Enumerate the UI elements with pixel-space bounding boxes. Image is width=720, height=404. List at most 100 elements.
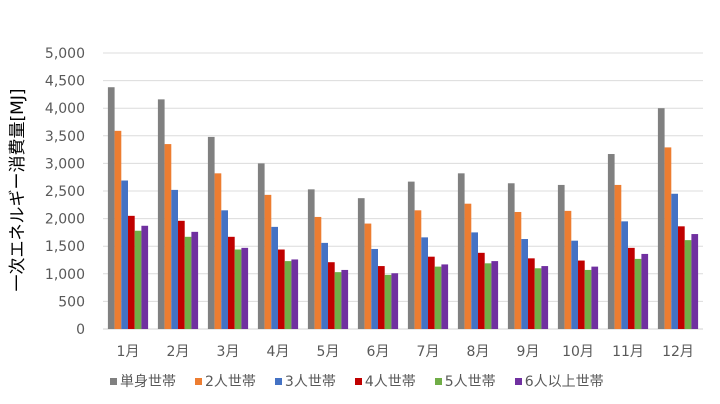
legend-swatch	[110, 377, 117, 385]
bar-1-10	[557, 184, 565, 329]
bar-1-6	[357, 198, 365, 329]
bar-3-9	[521, 239, 528, 329]
bar-3-5	[321, 242, 328, 329]
bar-1-9	[507, 183, 515, 329]
bar-2-4	[264, 194, 272, 329]
bar-3-2	[171, 189, 178, 329]
bar-4-12	[678, 226, 685, 329]
bar-3-11	[621, 221, 628, 329]
bar-2-3	[214, 173, 222, 329]
legend-item: 4人世帯	[354, 371, 416, 391]
legend-label: 2人世帯	[205, 374, 256, 390]
bar-1-2	[157, 99, 165, 329]
legend-item: 5人世帯	[434, 371, 496, 391]
bar-3-8	[471, 232, 478, 329]
y-axis-label: 一次エネルギー消費量[MJ]	[8, 89, 28, 292]
bar-1-7	[407, 181, 415, 329]
bar-1-3	[207, 136, 215, 329]
bar-5-6	[384, 274, 392, 329]
bar-5-9	[534, 268, 542, 329]
bar-6-1	[141, 225, 149, 329]
legend-label: 5人世帯	[444, 374, 496, 390]
bar-4-10	[578, 260, 585, 329]
y-tick-label: 0	[76, 322, 85, 338]
bar-2-7	[414, 210, 422, 329]
legend-swatch	[195, 377, 202, 385]
bar-6-12	[691, 234, 699, 329]
bar-5-10	[584, 269, 592, 329]
bar-2-5	[314, 216, 322, 329]
bar-1-11	[607, 154, 615, 329]
bar-5-11	[634, 258, 642, 329]
x-tick-label: 5月	[317, 344, 340, 360]
bar-1-8	[457, 173, 465, 329]
bar-4-5	[328, 262, 335, 329]
bar-5-5	[334, 272, 342, 329]
legend-swatch	[274, 377, 282, 385]
legend-label: 6人以上世帯	[524, 374, 604, 390]
bar-2-11	[614, 184, 622, 329]
bar-1-4	[257, 163, 265, 329]
legend-swatch	[434, 377, 442, 385]
x-tick-label: 10月	[562, 344, 594, 360]
bar-6-4	[291, 259, 299, 329]
x-tick-label: 12月	[662, 344, 694, 360]
y-tick-label: 5,000	[45, 46, 85, 62]
bar-6-6	[391, 273, 399, 329]
bar-6-11	[641, 253, 649, 329]
legend-item: 単身世帯	[110, 371, 176, 391]
bar-4-6	[378, 266, 385, 329]
y-tick-label: 3,000	[45, 156, 85, 172]
bar-5-1	[134, 230, 142, 329]
bar-4-2	[178, 220, 185, 329]
y-tick-label: 1,000	[45, 267, 85, 283]
bar-2-12	[664, 147, 672, 329]
bar-2-2	[164, 144, 172, 329]
bar-5-2	[184, 236, 192, 329]
legend-item: 2人世帯	[195, 371, 256, 391]
bar-2-6	[364, 223, 372, 329]
x-tick-label: 9月	[517, 344, 540, 360]
bar-3-6	[371, 248, 378, 329]
bar-4-7	[428, 256, 435, 329]
x-tick-label: 1月	[117, 344, 140, 360]
legend-swatch	[354, 377, 362, 385]
y-tick-label: 3,500	[45, 129, 85, 145]
bar-6-8	[491, 261, 499, 329]
bar-5-7	[434, 266, 442, 329]
bar-4-1	[128, 215, 135, 329]
bar-5-8	[484, 263, 492, 329]
y-tick-label: 1,500	[45, 239, 85, 255]
bar-6-3	[241, 247, 249, 329]
bar-3-1	[121, 180, 128, 329]
bar-3-4	[271, 226, 278, 329]
x-tick-label: 4月	[267, 344, 290, 360]
y-tick-label: 2,000	[45, 212, 85, 228]
bar-4-3	[228, 236, 235, 329]
legend-label: 3人世帯	[284, 374, 336, 390]
x-tick-label: 6月	[367, 344, 390, 360]
bar-3-12	[671, 193, 678, 329]
x-tick-label: 3月	[217, 344, 240, 360]
x-tick-label: 8月	[467, 344, 490, 360]
legend: 単身世帯 2人世帯 3人世帯 4人世帯 5人世帯 6人以上世帯	[110, 371, 623, 391]
bar-1-1	[107, 87, 115, 329]
bar-6-10	[591, 266, 599, 329]
bar-2-9	[514, 211, 522, 329]
legend-label: 単身世帯	[120, 374, 176, 390]
bar-4-11	[628, 247, 635, 329]
bar-1-5	[307, 189, 315, 329]
bar-6-2	[191, 231, 199, 329]
bar-6-5	[341, 269, 349, 329]
bar-1-12	[657, 108, 665, 329]
bar-4-9	[528, 258, 535, 329]
legend-label: 4人世帯	[364, 374, 416, 390]
bar-5-3	[234, 249, 242, 329]
bar-4-8	[478, 252, 485, 329]
x-axis-ticks: 1月 2月 3月 4月 5月 6月 7月 8月 9月 10月 11月 12月	[117, 344, 694, 360]
bar-3-3	[221, 210, 228, 329]
bar-6-7	[441, 264, 449, 329]
y-tick-label: 4,000	[45, 101, 85, 117]
y-axis-ticks: 0 500 1,000 1,500 2,000 2,500 3,000 3,500 4,000 4…	[45, 46, 85, 338]
bars	[107, 87, 699, 329]
